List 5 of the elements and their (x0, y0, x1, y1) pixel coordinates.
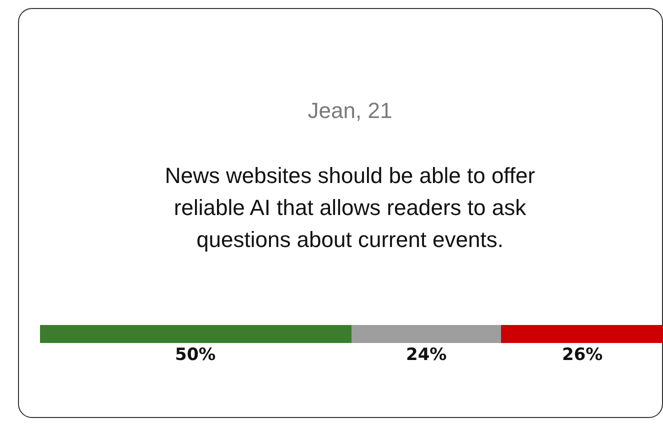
data-label: 50% (175, 345, 216, 365)
chart-title: Jean, 21 (306, 98, 394, 124)
data-label: 26% (562, 345, 603, 365)
chart-subtitle: News websites should be able to offer reliable AI that allows readers to ask questions about current events. (164, 162, 536, 254)
data-label: 24% (406, 345, 447, 365)
